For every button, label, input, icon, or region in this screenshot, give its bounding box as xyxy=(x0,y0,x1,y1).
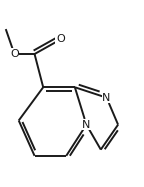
Text: O: O xyxy=(56,34,65,45)
Text: O: O xyxy=(10,49,19,59)
Text: N: N xyxy=(82,120,91,130)
Text: N: N xyxy=(102,93,111,103)
